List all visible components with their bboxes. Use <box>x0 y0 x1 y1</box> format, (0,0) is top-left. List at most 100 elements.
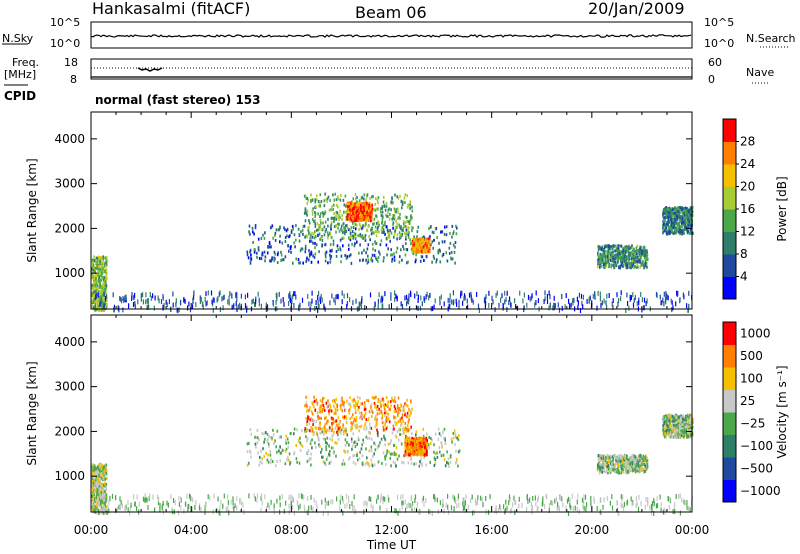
data-cell <box>94 308 97 312</box>
data-cell <box>376 412 379 416</box>
data-cell <box>331 399 334 403</box>
data-cell <box>548 305 550 311</box>
data-cell <box>319 421 321 425</box>
data-cell <box>577 300 579 306</box>
data-cell <box>383 230 385 234</box>
data-cell <box>92 260 94 264</box>
data-cell <box>92 289 95 293</box>
data-cell <box>672 226 675 230</box>
data-cell <box>589 295 591 301</box>
data-cell <box>446 461 448 464</box>
data-cell <box>321 400 324 404</box>
data-cell <box>329 450 331 453</box>
data-cell <box>312 241 314 245</box>
data-cell <box>211 299 213 305</box>
data-cell <box>172 302 174 308</box>
data-cell <box>677 210 679 214</box>
data-cell <box>401 203 404 206</box>
data-cell <box>372 231 374 235</box>
data-cell <box>358 301 360 307</box>
data-cell <box>410 242 412 246</box>
data-cell <box>642 259 644 263</box>
data-cell <box>395 446 398 450</box>
data-cell <box>394 400 397 404</box>
data-cell <box>341 399 344 403</box>
data-cell <box>349 231 352 235</box>
data-cell <box>299 249 302 253</box>
data-cell <box>672 305 674 311</box>
data-cell <box>221 296 223 302</box>
data-cell <box>606 251 608 255</box>
data-cell <box>393 217 396 221</box>
data-cell <box>352 460 355 464</box>
data-cell <box>329 253 331 257</box>
data-cell <box>387 417 390 421</box>
data-cell <box>289 247 292 250</box>
data-cell <box>360 204 362 207</box>
data-cell <box>333 216 336 220</box>
data-cell <box>394 193 396 197</box>
data-cell <box>645 261 648 265</box>
data-cell <box>636 249 638 252</box>
data-cell <box>619 250 621 253</box>
data-cell <box>309 418 312 422</box>
data-cell <box>685 220 687 224</box>
data-cell <box>217 296 219 302</box>
data-cell <box>408 226 410 230</box>
data-cell <box>351 215 354 219</box>
data-cell <box>434 458 437 462</box>
data-cell <box>329 403 331 407</box>
data-cell <box>270 436 273 440</box>
data-cell <box>379 207 382 211</box>
data-cell <box>304 427 307 431</box>
data-cell <box>403 427 406 431</box>
data-cell <box>417 438 419 442</box>
data-cell <box>549 294 551 300</box>
data-cell <box>349 238 352 242</box>
data-cell <box>640 246 643 250</box>
data-cell <box>615 256 617 260</box>
data-cell <box>401 304 404 309</box>
data-cell <box>353 234 356 238</box>
data-cell <box>329 233 332 237</box>
data-cell <box>299 441 302 445</box>
data-cell <box>333 225 336 229</box>
data-cell <box>331 438 333 442</box>
data-cell <box>352 221 354 225</box>
data-cell <box>335 454 337 458</box>
data-cell <box>356 240 358 244</box>
data-cell <box>387 208 390 212</box>
data-cell <box>281 258 284 262</box>
data-cell <box>421 255 424 259</box>
data-cell <box>630 468 633 472</box>
data-cell <box>597 253 599 257</box>
data-cell <box>688 216 691 220</box>
data-cell <box>365 213 368 217</box>
data-cell <box>380 213 383 217</box>
data-cell <box>341 217 343 221</box>
data-cell <box>606 250 608 253</box>
data-cell <box>644 252 646 256</box>
data-cell <box>395 210 397 214</box>
data-cell <box>306 197 309 201</box>
data-cell <box>104 287 107 291</box>
data-cell <box>405 248 408 251</box>
data-cell <box>255 435 257 439</box>
data-cell <box>669 226 672 230</box>
data-cell <box>607 244 610 248</box>
data-cell <box>319 427 321 431</box>
data-cell <box>311 446 313 450</box>
data-cell <box>393 410 396 414</box>
data-cell <box>415 243 417 247</box>
data-cell <box>374 240 376 244</box>
data-cell <box>352 454 354 458</box>
data-cell <box>678 230 680 234</box>
data-cell <box>370 210 372 214</box>
data-cell <box>406 294 408 300</box>
data-cell <box>100 289 102 293</box>
data-cell <box>333 203 335 207</box>
data-cell <box>332 421 335 425</box>
data-cell <box>350 211 352 215</box>
data-cell <box>449 293 451 299</box>
data-cell <box>307 198 309 202</box>
